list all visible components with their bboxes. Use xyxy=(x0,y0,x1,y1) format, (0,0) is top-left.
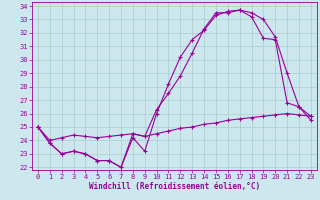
X-axis label: Windchill (Refroidissement éolien,°C): Windchill (Refroidissement éolien,°C) xyxy=(89,182,260,191)
